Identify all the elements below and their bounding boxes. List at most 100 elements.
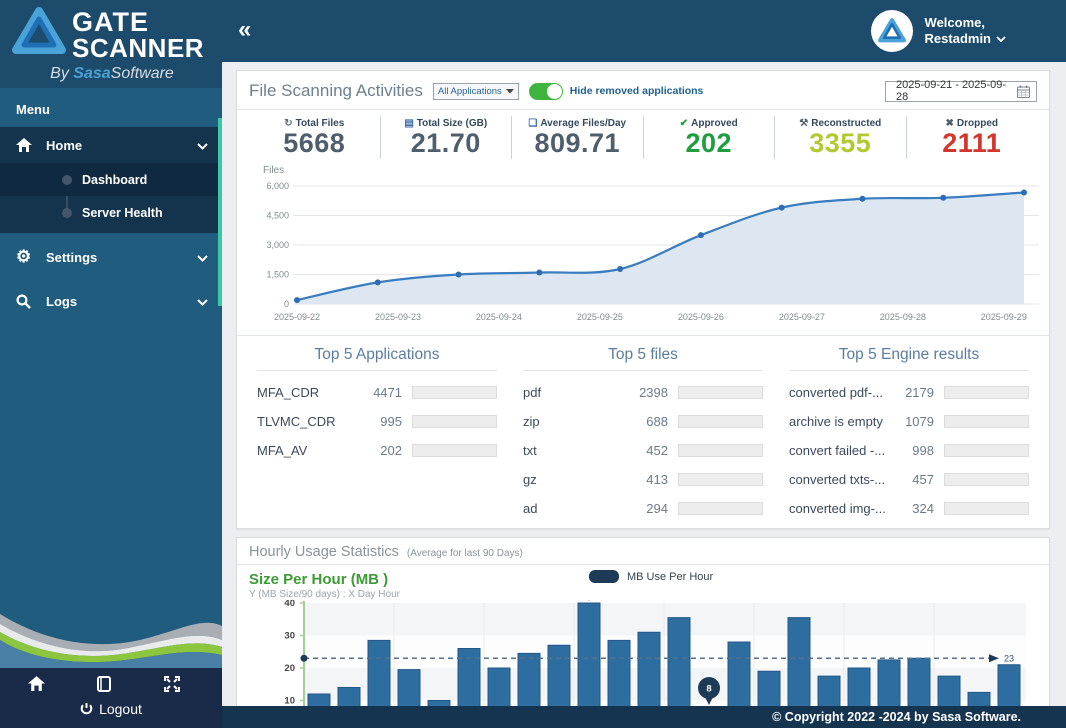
- sidebar-item-label: Logs: [46, 293, 78, 309]
- sidebar-item-logs[interactable]: Logs: [0, 283, 222, 319]
- sidebar-item-server-health[interactable]: Server Health: [0, 196, 222, 229]
- legend-swatch: [589, 570, 619, 584]
- svg-text:2025-09-23: 2025-09-23: [375, 312, 421, 322]
- top5-row-value: 688: [646, 414, 668, 430]
- top5-row-value: 1079: [905, 414, 934, 430]
- stat-average-files: ❏ Average Files/Day 809.71: [512, 116, 644, 160]
- sidebar-item-label: Settings: [46, 249, 98, 265]
- avatar: [870, 10, 913, 52]
- sidebar-item-settings[interactable]: ⚙ Settings: [0, 239, 222, 275]
- home-icon: [16, 138, 40, 152]
- sidebar-item-dashboard[interactable]: Dashboard: [0, 163, 222, 196]
- top5-row-value: 452: [646, 443, 668, 459]
- bullet-icon: [62, 207, 72, 218]
- application-filter-select[interactable]: All Applications: [432, 82, 519, 100]
- bar-hour-9: [577, 602, 601, 728]
- top5-row: ad 294: [523, 501, 763, 516]
- legend-label: MB Use Per Hour: [627, 570, 714, 583]
- submenu-connector-line: [66, 179, 68, 215]
- bullet-icon: [62, 174, 72, 185]
- stat-value: 809.71: [534, 128, 621, 158]
- panel-title: Hourly Usage Statistics: [249, 544, 399, 561]
- chevron-down-icon: [996, 36, 1006, 43]
- top5-bar: [678, 444, 763, 458]
- fullscreen-icon[interactable]: [164, 676, 180, 697]
- svg-text:2025-09-25: 2025-09-25: [577, 312, 623, 322]
- menu-label: Menu: [16, 102, 50, 117]
- logo-text-gate: GATE: [72, 7, 149, 37]
- sidebar-item-home[interactable]: Home: [0, 127, 222, 163]
- svg-text:30: 30: [284, 631, 295, 642]
- top5-engine-results: Top 5 Engine results converted pdf-... 21…: [789, 346, 1029, 516]
- top5-row: MFA_CDR 4471: [257, 385, 497, 400]
- book-icon[interactable]: [97, 676, 112, 697]
- sidebar: GATE SCANNER By SasaSoftware Menu Home D…: [0, 0, 222, 728]
- stat-value: 5668: [283, 128, 346, 158]
- logo-area: GATE SCANNER By SasaSoftware: [0, 0, 222, 88]
- top5-row-value: 324: [912, 501, 934, 517]
- svg-text:2025-09-26: 2025-09-26: [678, 312, 724, 322]
- files-area-chart: 0 1,500 3,000 4,500 6,000 2025-09-22 2025-09-2…: [249, 176, 1039, 333]
- top5-row-label: MFA_AV: [257, 443, 308, 459]
- top5-row: converted txts-... 457: [789, 472, 1029, 487]
- file-scanning-panel: File Scanning Activities All Application…: [236, 70, 1050, 530]
- svg-text:2025-09-28: 2025-09-28: [880, 312, 926, 322]
- stat-value: 202: [685, 128, 733, 158]
- wrench-icon: ⚒: [799, 118, 809, 129]
- copyright-footer: © Copyright 2022 -2024 by Sasa Software.: [222, 706, 1066, 728]
- top5-bar: [944, 386, 1029, 400]
- top5-row-value: 457: [912, 472, 934, 488]
- top5-row: TLVMC_CDR 995: [257, 414, 497, 429]
- top5-row-label: converted pdf-...: [789, 385, 883, 401]
- top5-row-value: 4471: [373, 385, 402, 401]
- top5-row: txt 452: [523, 443, 763, 458]
- top5-bar: [678, 415, 763, 429]
- svg-text:4,500: 4,500: [266, 211, 289, 221]
- sidebar-item-label: Dashboard: [82, 172, 148, 187]
- date-range-input[interactable]: 2025-09-21 - 2025-09-28: [885, 79, 1037, 103]
- svg-text:1,500: 1,500: [266, 270, 289, 280]
- top5-row: converted img-... 324: [789, 501, 1029, 516]
- panel-subtitle: (Average for last 90 Days): [406, 548, 523, 560]
- refresh-icon: ↻: [284, 118, 293, 129]
- top5-applications: Top 5 Applications MFA_CDR 4471 TLVMC_CDR 9…: [257, 346, 497, 516]
- top5-row-label: txt: [523, 443, 537, 459]
- top5-row-label: gz: [523, 472, 537, 488]
- stat-value: 3355: [809, 128, 872, 158]
- logo-text-scanner: SCANNER: [72, 32, 205, 63]
- database-icon: ▤: [404, 118, 414, 129]
- sidebar-item-label: Home: [46, 137, 83, 153]
- svg-text:0: 0: [284, 299, 289, 309]
- top5-bar: [944, 502, 1029, 516]
- sidebar-scrollbar-thumb[interactable]: [218, 118, 222, 306]
- top5-row: converted pdf-... 2179: [789, 385, 1029, 400]
- chart-legend: MB Use Per Hour: [589, 570, 714, 584]
- top5-bar: [944, 473, 1029, 487]
- top5-bar: [678, 502, 763, 516]
- bar-hour-11: [637, 632, 661, 728]
- logout-button[interactable]: Logout: [0, 701, 222, 717]
- home-shortcut-icon[interactable]: [28, 676, 45, 697]
- top5-row-value: 202: [380, 443, 402, 459]
- power-icon: [80, 703, 93, 715]
- top5-row-label: MFA_CDR: [257, 385, 320, 401]
- svg-text:2025-09-24: 2025-09-24: [476, 312, 522, 322]
- application-filter-value: All Applications: [437, 85, 502, 97]
- bar-hour-16: [787, 617, 811, 728]
- calendar-icon: [1017, 85, 1030, 98]
- sidebar-collapse-button[interactable]: «: [238, 16, 252, 43]
- gatescanner-logo-icon: [10, 6, 68, 63]
- hide-removed-toggle[interactable]: [528, 82, 563, 100]
- svg-text:40: 40: [284, 600, 295, 609]
- top5-row: pdf 2398: [523, 385, 763, 400]
- svg-text:23: 23: [1004, 654, 1014, 664]
- top5-row-label: pdf: [523, 385, 542, 401]
- top5-bar: [412, 386, 497, 400]
- top5-bar: [678, 473, 763, 487]
- check-icon: ✔: [679, 118, 689, 129]
- top-header-bar: « Welcome, Restadmin: [222, 0, 1066, 62]
- bar-chart-title: Size Per Hour (MB ): [249, 571, 389, 589]
- user-menu[interactable]: Welcome, Restadmin: [870, 10, 1006, 52]
- bar-chart-subtitle: Y (MB Size/90 days) : X Day Hour: [249, 589, 400, 601]
